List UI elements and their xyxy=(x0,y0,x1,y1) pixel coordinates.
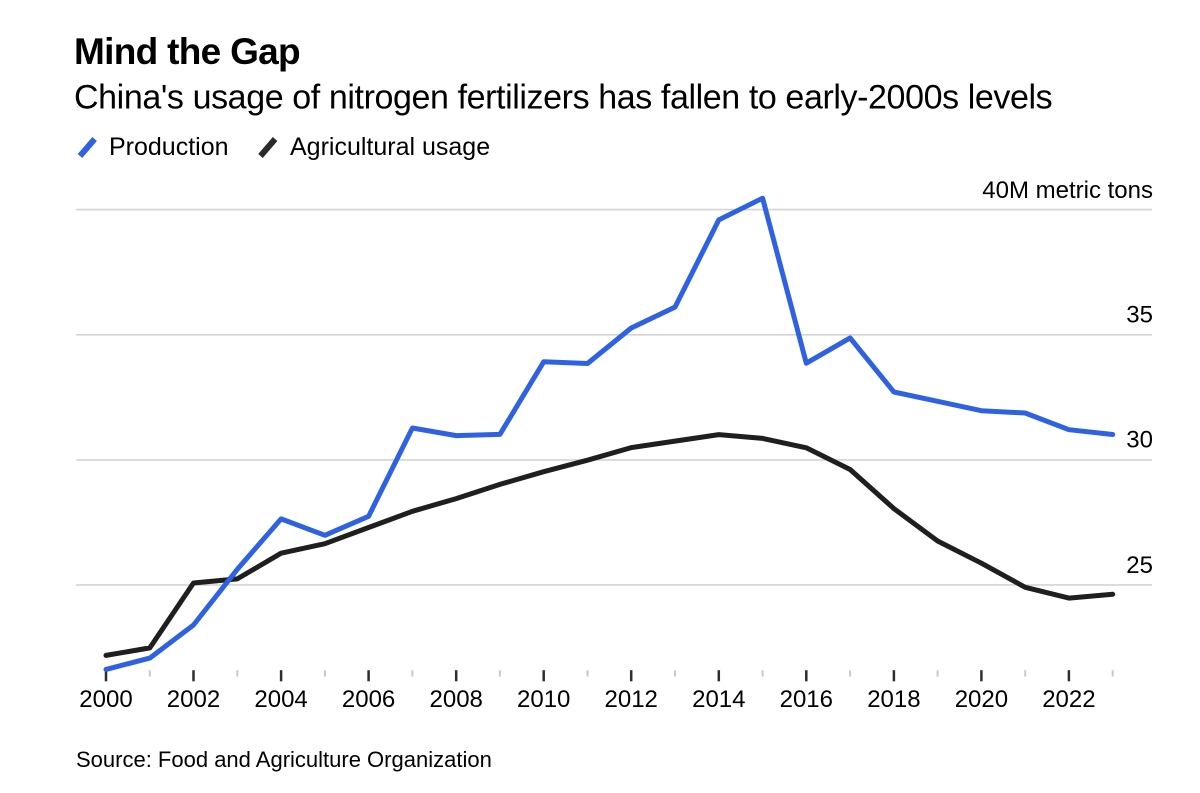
svg-text:2006: 2006 xyxy=(342,686,395,713)
svg-text:China's usage of nitrogen fert: China's usage of nitrogen fertilizers ha… xyxy=(74,79,1052,117)
svg-text:Agricultural usage: Agricultural usage xyxy=(290,133,490,161)
svg-text:40M metric tons: 40M metric tons xyxy=(982,177,1153,204)
svg-text:2016: 2016 xyxy=(780,686,833,713)
svg-text:Source: Food and Agriculture O: Source: Food and Agriculture Organizatio… xyxy=(76,747,492,772)
svg-text:2012: 2012 xyxy=(605,686,658,713)
svg-text:35: 35 xyxy=(1126,302,1153,329)
svg-text:25: 25 xyxy=(1126,552,1153,579)
svg-text:2020: 2020 xyxy=(955,686,1008,713)
svg-text:30: 30 xyxy=(1126,427,1153,454)
svg-text:2010: 2010 xyxy=(517,686,570,713)
svg-text:2018: 2018 xyxy=(867,686,920,713)
svg-text:2014: 2014 xyxy=(692,686,745,713)
svg-text:2008: 2008 xyxy=(430,686,483,713)
svg-text:2022: 2022 xyxy=(1042,686,1095,713)
svg-text:Mind the Gap: Mind the Gap xyxy=(74,31,300,72)
svg-text:Production: Production xyxy=(109,133,229,161)
svg-text:2002: 2002 xyxy=(167,686,220,713)
svg-text:2000: 2000 xyxy=(79,686,132,713)
svg-text:2004: 2004 xyxy=(254,686,307,713)
